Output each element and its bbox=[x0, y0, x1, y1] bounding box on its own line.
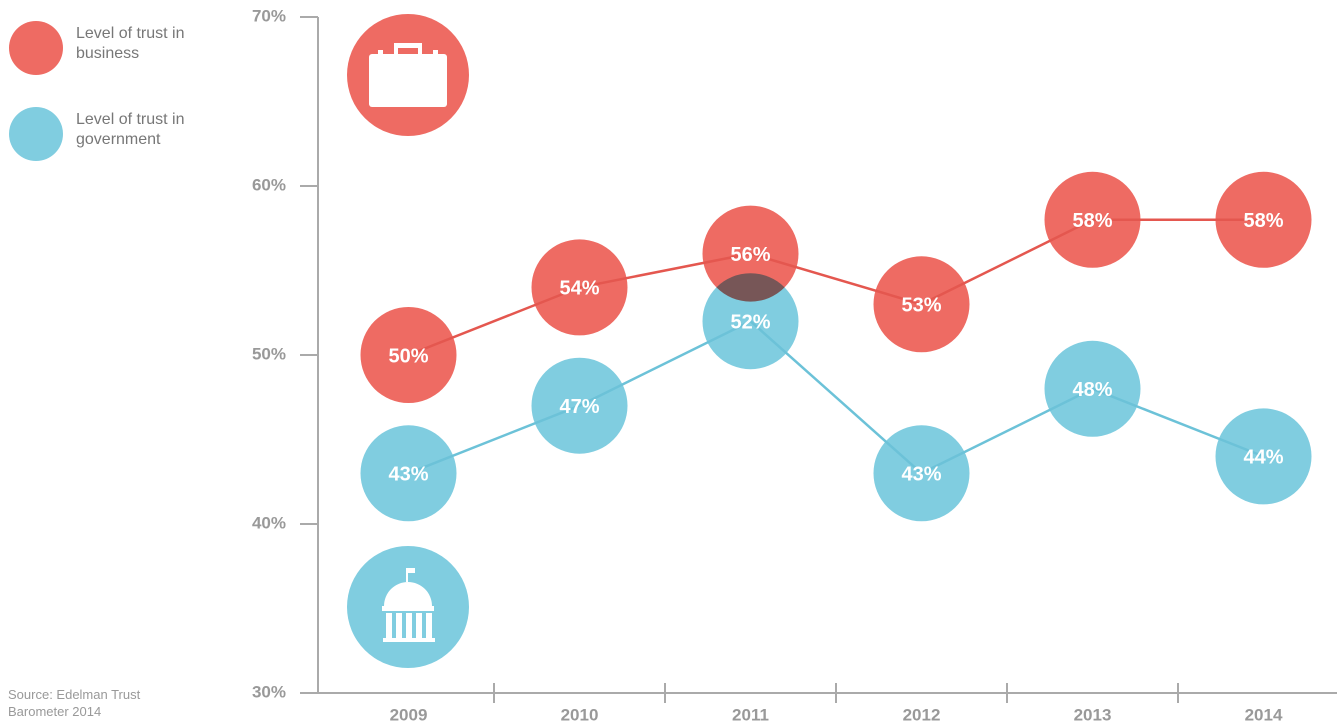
legend-swatch bbox=[9, 107, 63, 161]
data-label: 52% bbox=[730, 311, 770, 333]
y-tick-label: 50% bbox=[252, 344, 286, 363]
data-label: 50% bbox=[388, 345, 428, 367]
icons bbox=[347, 14, 469, 668]
data-label: 56% bbox=[730, 244, 770, 266]
data-label: 44% bbox=[1243, 447, 1283, 469]
x-tick-label: 2014 bbox=[1245, 705, 1283, 724]
labels: 50% 54% 56% 53% 58% 58% 43% 47% 52% 43% 48% 44% bbox=[388, 210, 1283, 486]
series-line bbox=[408, 319, 1264, 475]
axes: 30% 40% 50% 60% 70% 2009 2010 2011 2012 2013 2014 bbox=[252, 6, 1337, 724]
x-tick-label: 2011 bbox=[732, 705, 769, 724]
source-note: Source: Edelman Trust Barometer 2014 bbox=[8, 687, 141, 719]
data-label: 58% bbox=[1072, 210, 1112, 232]
data-label: 54% bbox=[559, 278, 599, 300]
y-tick-label: 60% bbox=[252, 175, 286, 194]
data-label: 48% bbox=[1072, 379, 1112, 401]
legend bbox=[9, 21, 63, 161]
legend-label: Level of trust in government bbox=[76, 111, 185, 148]
legend-label: Level of trust in business bbox=[76, 25, 185, 62]
x-tick-label: 2013 bbox=[1074, 705, 1112, 724]
data-label: 43% bbox=[388, 464, 428, 486]
x-tick-label: 2009 bbox=[390, 705, 428, 724]
data-label: 47% bbox=[559, 396, 599, 418]
x-tick-label: 2010 bbox=[561, 705, 599, 724]
series-line bbox=[408, 218, 1264, 357]
data-label: 53% bbox=[901, 295, 941, 317]
data-label: 58% bbox=[1243, 210, 1283, 232]
legend-swatch bbox=[9, 21, 63, 75]
y-tick-label: 70% bbox=[252, 6, 286, 25]
data-label: 43% bbox=[901, 464, 941, 486]
lines bbox=[408, 218, 1264, 475]
y-tick-label: 40% bbox=[252, 513, 286, 532]
point-circles bbox=[360, 171, 1312, 522]
capitol-icon bbox=[382, 568, 435, 642]
briefcase-icon bbox=[369, 43, 447, 107]
y-tick-label: 30% bbox=[252, 682, 286, 701]
x-tick-label: 2012 bbox=[903, 705, 941, 724]
